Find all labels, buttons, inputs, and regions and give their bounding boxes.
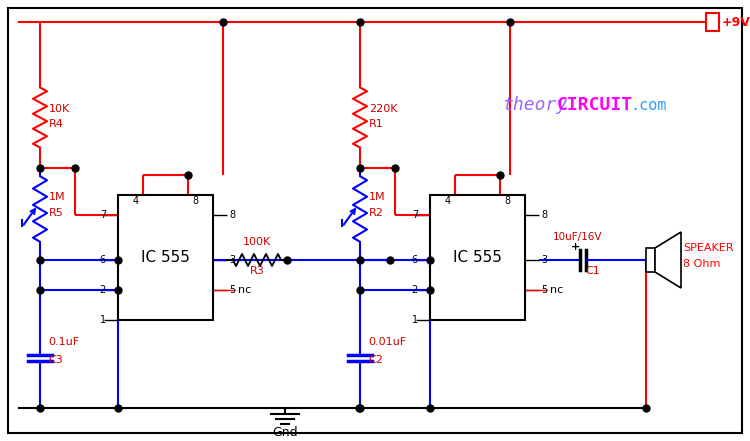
- Bar: [646, 248, 655, 272]
- Text: 3: 3: [229, 255, 236, 265]
- Text: nc: nc: [238, 285, 251, 295]
- Text: R3: R3: [250, 266, 264, 276]
- Text: 4: 4: [133, 196, 139, 206]
- Text: 7: 7: [100, 210, 106, 220]
- Text: 7: 7: [412, 210, 418, 220]
- Text: +9V: +9V: [722, 16, 750, 30]
- Text: 8: 8: [541, 210, 547, 220]
- Text: 10K: 10K: [49, 104, 70, 114]
- Text: 220K: 220K: [369, 104, 398, 114]
- Text: theory: theory: [502, 96, 567, 114]
- Text: 2: 2: [100, 285, 106, 295]
- Text: 0.1uF: 0.1uF: [48, 337, 80, 347]
- Text: .com: .com: [630, 97, 667, 112]
- Text: 6: 6: [412, 255, 418, 265]
- Text: 1M: 1M: [369, 192, 386, 202]
- Bar: [706, 13, 719, 31]
- Text: 8: 8: [192, 196, 198, 206]
- Polygon shape: [655, 232, 681, 288]
- Text: IC 555: IC 555: [453, 250, 502, 265]
- Text: R2: R2: [369, 208, 384, 218]
- Text: 10uF/16V: 10uF/16V: [554, 232, 603, 242]
- Text: 6: 6: [100, 255, 106, 265]
- Text: IC 555: IC 555: [141, 250, 190, 265]
- Text: 8 Ohm: 8 Ohm: [683, 259, 720, 269]
- Text: 5: 5: [541, 285, 548, 295]
- Text: 1: 1: [100, 315, 106, 325]
- Text: 100K: 100K: [243, 237, 272, 247]
- Text: C3: C3: [48, 355, 63, 365]
- Text: 0.01uF: 0.01uF: [368, 337, 407, 347]
- Text: Gnd: Gnd: [272, 426, 298, 439]
- Text: 5: 5: [229, 285, 236, 295]
- Text: 2: 2: [412, 285, 418, 295]
- Text: R1: R1: [369, 119, 384, 129]
- Text: SPEAKER: SPEAKER: [683, 243, 734, 253]
- Bar: [118, 195, 213, 320]
- Text: +: +: [570, 242, 580, 252]
- Text: nc: nc: [550, 285, 563, 295]
- Text: 1M: 1M: [49, 192, 66, 202]
- Text: R4: R4: [49, 119, 64, 129]
- Text: 4: 4: [445, 196, 451, 206]
- Text: C1: C1: [585, 266, 600, 276]
- Bar: [430, 195, 525, 320]
- Text: 8: 8: [504, 196, 510, 206]
- Text: 8: 8: [229, 210, 236, 220]
- Text: R5: R5: [49, 208, 64, 218]
- Text: 3: 3: [541, 255, 547, 265]
- Text: C2: C2: [368, 355, 382, 365]
- Text: CIRCUIT: CIRCUIT: [557, 96, 633, 114]
- Text: 1: 1: [412, 315, 418, 325]
